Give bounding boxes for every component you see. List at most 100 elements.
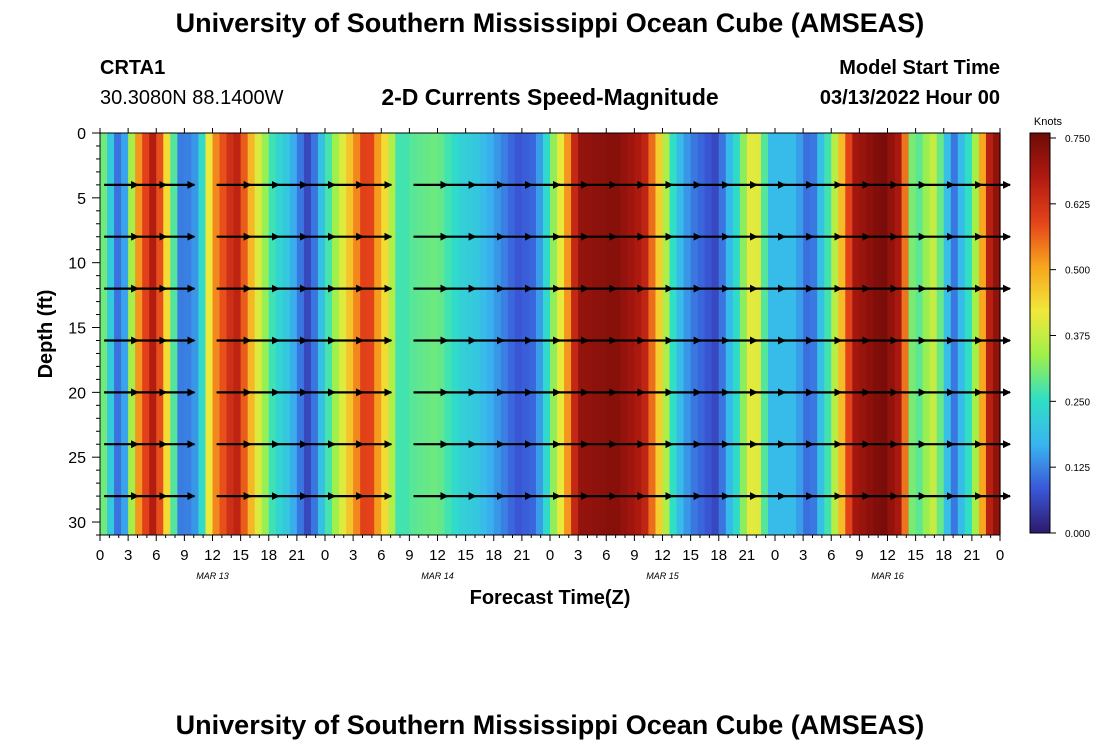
heatmap-cell — [423, 133, 432, 535]
x-tick-label: 3 — [124, 547, 132, 564]
heatmap-cell — [838, 133, 846, 535]
heatmap-cell — [493, 133, 502, 535]
heatmap-cell — [205, 133, 214, 535]
chart: 0 3 6 9 12 15 18 21 0 3 6 9 12 15 18 21 0 3 6 9 12 15 18 21 0 3 6 9… — [35, 116, 1090, 609]
heatmap-cell — [177, 133, 185, 535]
heatmap-cell — [571, 133, 579, 535]
colorbar-ticks: 0.750 0.625 0.500 0.375 0.250 0.125 0.000 — [1050, 134, 1090, 540]
heatmap-cell — [261, 133, 270, 535]
x-tick-label: 15 — [682, 547, 699, 564]
heatmap-cell — [458, 133, 467, 535]
heatmap-cell — [859, 133, 868, 535]
x-tick-label: 9 — [630, 547, 638, 564]
heatmap-cell — [866, 133, 875, 535]
heatmap-cell — [184, 133, 193, 535]
heatmap-cell — [564, 133, 572, 535]
colorbar-tick-label: 0.625 — [1065, 200, 1090, 211]
heatmap-cell — [156, 133, 164, 535]
heatmap-cell — [845, 133, 853, 535]
x-axis: 0 3 6 9 12 15 18 21 0 3 6 9 12 15 18 21 0 3 6 9 12 15 18 21 0 3 6 9… — [96, 128, 1004, 564]
heatmap-field — [100, 133, 1001, 535]
heatmap-cell — [662, 133, 671, 535]
heatmap-cell — [289, 133, 298, 535]
colorbar-tick-label: 0.125 — [1065, 463, 1090, 474]
heatmap-cell — [409, 133, 418, 535]
heatmap-cell — [992, 133, 1001, 535]
heatmap-cell — [746, 133, 755, 535]
colorbar — [1029, 132, 1051, 534]
heatmap-cell — [416, 133, 425, 535]
heatmap-cell — [198, 133, 207, 535]
colorbar-tick-label: 0.750 — [1065, 134, 1090, 145]
x-tick-label: 21 — [514, 547, 531, 564]
heatmap-cell — [943, 133, 952, 535]
heatmap-cell — [683, 133, 692, 535]
heatmap-cell — [789, 133, 797, 535]
y-tick-label: 0 — [77, 126, 86, 143]
heatmap-cell — [296, 133, 305, 535]
heatmap-cell — [128, 133, 136, 535]
x-tick-label: 18 — [485, 547, 502, 564]
station-id: CRTA1 — [100, 57, 166, 79]
y-axis-label: Depth (ft) — [35, 290, 57, 379]
heatmap-cell — [711, 133, 720, 535]
x-tick-label: 0 — [996, 547, 1004, 564]
heatmap-cell — [240, 133, 249, 535]
colorbar-tick-label: 0.375 — [1065, 332, 1090, 343]
heatmap-cell — [282, 133, 291, 535]
x-tick-label: 12 — [879, 547, 896, 564]
x-tick-label: 3 — [349, 547, 357, 564]
heatmap-cell — [465, 133, 474, 535]
current-vectors — [104, 180, 1011, 501]
heatmap-cell — [254, 133, 263, 535]
y-tick-label: 15 — [68, 321, 86, 338]
heatmap-cell — [226, 133, 235, 535]
x-tick-label: 0 — [96, 547, 104, 564]
heatmap-cell — [641, 133, 650, 535]
x-tick-label: 12 — [654, 547, 671, 564]
heatmap-cell — [542, 133, 551, 535]
y-tick-label: 10 — [68, 256, 86, 273]
x-tick-label: 0 — [546, 547, 554, 564]
heatmap-cell — [767, 133, 776, 535]
x-tick-label: 6 — [152, 547, 160, 564]
heatmap-cell — [114, 133, 122, 535]
x-tick-label: 15 — [457, 547, 474, 564]
x-tick-label: 0 — [321, 547, 329, 564]
heatmap-cell — [437, 133, 446, 535]
heatmap-cell — [135, 133, 143, 535]
heatmap-cell — [472, 133, 481, 535]
heatmap-cell — [212, 133, 221, 535]
heatmap-cell — [388, 133, 396, 535]
model-start-label: Model Start Time — [839, 57, 1000, 79]
heatmap-cell — [479, 133, 488, 535]
plot-title: 2-D Currents Speed-Magnitude — [381, 84, 719, 110]
heatmap-cell — [908, 133, 917, 535]
heatmap-cell — [507, 133, 516, 535]
heatmap-cell — [121, 133, 129, 535]
heatmap-cell — [985, 133, 994, 535]
heatmap-cell — [775, 133, 783, 535]
heatmap-cell — [528, 133, 537, 535]
heatmap-cell — [346, 133, 354, 535]
heatmap-cell — [500, 133, 509, 535]
heatmap-cell — [402, 133, 410, 535]
x-tick-label: 6 — [602, 547, 610, 564]
y-tick-label: 25 — [68, 450, 86, 467]
date-label: MAR 13 — [196, 571, 229, 581]
heatmap-cell — [557, 133, 565, 535]
heatmap-cell — [824, 133, 832, 535]
heatmap-cell — [936, 133, 945, 535]
heatmap-cell — [852, 133, 860, 535]
heatmap-cell — [915, 133, 924, 535]
heatmap-cell — [585, 133, 593, 535]
heatmap-cell — [704, 133, 713, 535]
heatmap-cell — [732, 133, 741, 535]
heatmap-cell — [964, 133, 973, 535]
y-axis: 0 5 10 15 20 25 30 — [68, 126, 100, 536]
colorbar-tick-label: 0.000 — [1065, 529, 1090, 540]
heatmap-cell — [929, 133, 938, 535]
x-tick-label: 18 — [935, 547, 952, 564]
heatmap-cell — [901, 133, 910, 535]
y-tick-label: 20 — [68, 385, 86, 402]
